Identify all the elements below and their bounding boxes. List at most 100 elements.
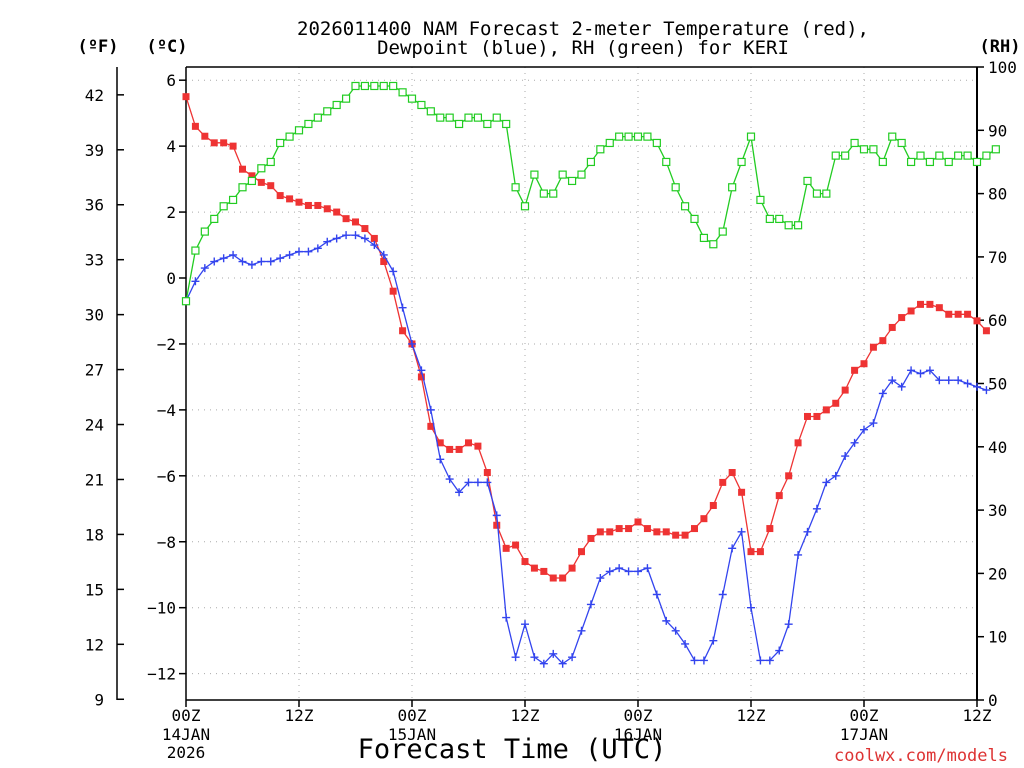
temperature-point (304, 201, 312, 209)
fahrenheit-tick-label: 30 (85, 306, 104, 325)
celsius-tick-label: 2 (166, 203, 176, 222)
temperature-point (691, 525, 698, 533)
temperature-point (417, 373, 425, 381)
temperature-point (907, 307, 915, 315)
rh-point (323, 107, 332, 116)
dewpoint-point (304, 247, 313, 256)
rh-point (841, 151, 850, 160)
celsius-tick-label: −12 (147, 665, 176, 684)
fahrenheit-axis-ticks: 42 39 36 33 30 27 24 21 18 15 12 9 (85, 86, 124, 709)
dewpoint-point (351, 231, 360, 240)
dewpoint-point (549, 649, 558, 658)
temperature-point (945, 310, 953, 318)
dewpoint-point (850, 438, 859, 447)
temperature-point (267, 182, 275, 190)
x-date-label: 14JAN (162, 725, 210, 744)
temperature-point (191, 122, 199, 130)
dewpoint-point (276, 254, 285, 263)
fahrenheit-tick-label: 21 (85, 470, 104, 489)
temperature-point (672, 531, 680, 539)
dewpoint-point (295, 247, 303, 256)
temperature-point (615, 525, 623, 533)
dewpoint-point (539, 659, 548, 668)
temperature-point (822, 406, 830, 414)
x-tick-label: 00Z (624, 706, 653, 725)
rh-point (633, 132, 643, 141)
dewpoint-point (266, 257, 275, 266)
chart-title-line1: 2026011400 NAM Forecast 2-meter Temperat… (297, 18, 869, 40)
rh-point (897, 138, 906, 148)
rh-point (756, 195, 765, 205)
dewpoint-point (925, 366, 934, 375)
temperature-point (681, 531, 689, 539)
dewpoint-point (577, 626, 586, 635)
rh-point (728, 183, 737, 192)
watermark-text: coolwx.com/models (834, 746, 1008, 766)
rh-point (577, 170, 586, 179)
rh-point (982, 151, 991, 160)
rh-point (859, 145, 869, 154)
temperature-point (954, 310, 962, 318)
rh-point (520, 202, 530, 211)
rh-point (341, 94, 351, 103)
fahrenheit-tick-label: 33 (85, 251, 104, 270)
temperature-point (568, 564, 576, 572)
temperature-point (738, 488, 746, 496)
rh-point (605, 138, 614, 148)
fahrenheit-tick-label: 12 (85, 635, 104, 654)
temperature-point (596, 528, 604, 536)
dewpoint-point (812, 504, 821, 513)
temperature-point (851, 366, 859, 374)
dewpoint-point (219, 254, 228, 263)
temperature-point (427, 422, 435, 430)
dewpoint-point (229, 250, 238, 259)
temperature-point (775, 492, 783, 500)
dewpoint-point (765, 656, 774, 665)
rh-point (944, 157, 953, 167)
temperature-point (841, 386, 849, 394)
temperature-point (352, 218, 359, 226)
x-tick-label: 00Z (398, 706, 427, 725)
temperature-point (559, 574, 567, 582)
dewpoint-point (511, 653, 520, 662)
dewpoint-point (558, 659, 567, 668)
fahrenheit-axis-label: (ºF) (78, 37, 119, 57)
rh-point (276, 138, 285, 148)
rh-tick-label: 60 (988, 311, 1007, 330)
temperature-point (549, 574, 557, 582)
dewpoint-point (982, 386, 991, 395)
dewpoint-line (185, 234, 987, 665)
temperature-point (380, 258, 388, 266)
dewpoint-point (323, 237, 332, 246)
rh-point (596, 145, 605, 154)
rh-tick-label: 50 (988, 375, 1007, 394)
rh-point (615, 132, 624, 141)
rh-point (558, 170, 567, 179)
dewpoint-point (586, 600, 595, 609)
dewpoint-point (502, 613, 511, 622)
x-year-label: 2026 (167, 743, 206, 762)
dewpoint-point (332, 234, 341, 243)
rh-point (454, 119, 464, 129)
rh-tick-label: 90 (988, 121, 1007, 140)
temperature-point (323, 205, 331, 213)
rh-point (935, 151, 944, 160)
celsius-tick-label: −8 (157, 533, 176, 552)
celsius-axis-ticks: 6 4 2 0 −2 −4 −6 −8 −10 −12 (147, 71, 186, 684)
temperature-point (662, 528, 670, 536)
dewpoint-point (492, 511, 501, 520)
x-tick-label: 12Z (963, 706, 992, 725)
rh-point (803, 176, 812, 186)
rh-tick-label: 20 (988, 564, 1007, 583)
dewpoint-point (483, 478, 492, 487)
dewpoint-point (935, 376, 944, 385)
dewpoint-point (389, 267, 398, 276)
x-date-label: 15JAN (388, 725, 436, 744)
rh-point (238, 183, 247, 192)
rh-point (247, 176, 257, 186)
rh-point (200, 227, 209, 236)
celsius-tick-label: −2 (157, 335, 176, 354)
rh-point (539, 189, 548, 198)
temperature-point (898, 314, 906, 322)
dewpoint-point (455, 488, 464, 497)
